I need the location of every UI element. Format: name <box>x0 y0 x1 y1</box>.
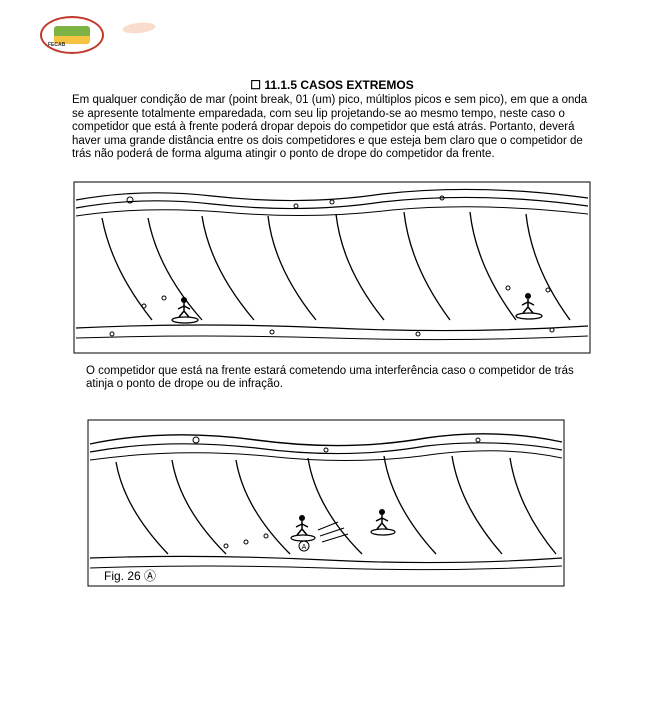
fecab-logo: FECAB <box>40 16 104 54</box>
svg-text:A: A <box>302 544 307 551</box>
secondary-logo-swoosh-icon <box>115 19 162 38</box>
fecab-logo-text: FECAB <box>48 42 65 48</box>
wave-illustration-1 <box>72 180 592 355</box>
paragraph-2: O competidor que está na frente estará c… <box>86 365 576 392</box>
wave-illustration-2: A Fig. 26 Ⓐ <box>86 418 566 588</box>
secondary-logo <box>116 21 168 49</box>
figure-2-wave-close: A Fig. 26 Ⓐ <box>86 418 566 588</box>
header-logos: FECAB <box>40 16 168 54</box>
figure-1-wave-far <box>72 180 592 355</box>
figure-2-caption: Fig. 26 Ⓐ <box>104 569 156 583</box>
section-title: ☐ 11.1.5 CASOS EXTREMOS <box>72 78 592 92</box>
document-body: ☐ 11.1.5 CASOS EXTREMOS Em qualquer cond… <box>72 78 592 598</box>
paragraph-1: Em qualquer condição de mar (point break… <box>72 94 592 162</box>
